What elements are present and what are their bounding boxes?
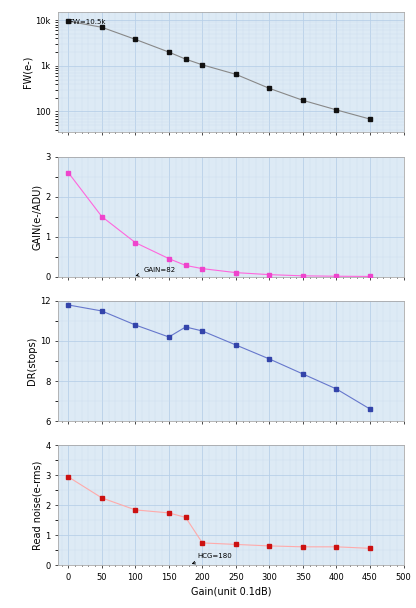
Text: FW=10.5k: FW=10.5k xyxy=(69,19,106,26)
Y-axis label: FW(e-): FW(e-) xyxy=(22,56,32,88)
X-axis label: Gain(unit 0.1dB): Gain(unit 0.1dB) xyxy=(191,586,271,596)
Text: HCG=180: HCG=180 xyxy=(193,553,232,564)
Y-axis label: GAIN(e-/ADU): GAIN(e-/ADU) xyxy=(32,184,42,250)
Y-axis label: Read noise(e-rms): Read noise(e-rms) xyxy=(32,461,42,550)
Text: GAIN=82: GAIN=82 xyxy=(136,267,176,276)
Y-axis label: DR(stops): DR(stops) xyxy=(27,337,37,385)
